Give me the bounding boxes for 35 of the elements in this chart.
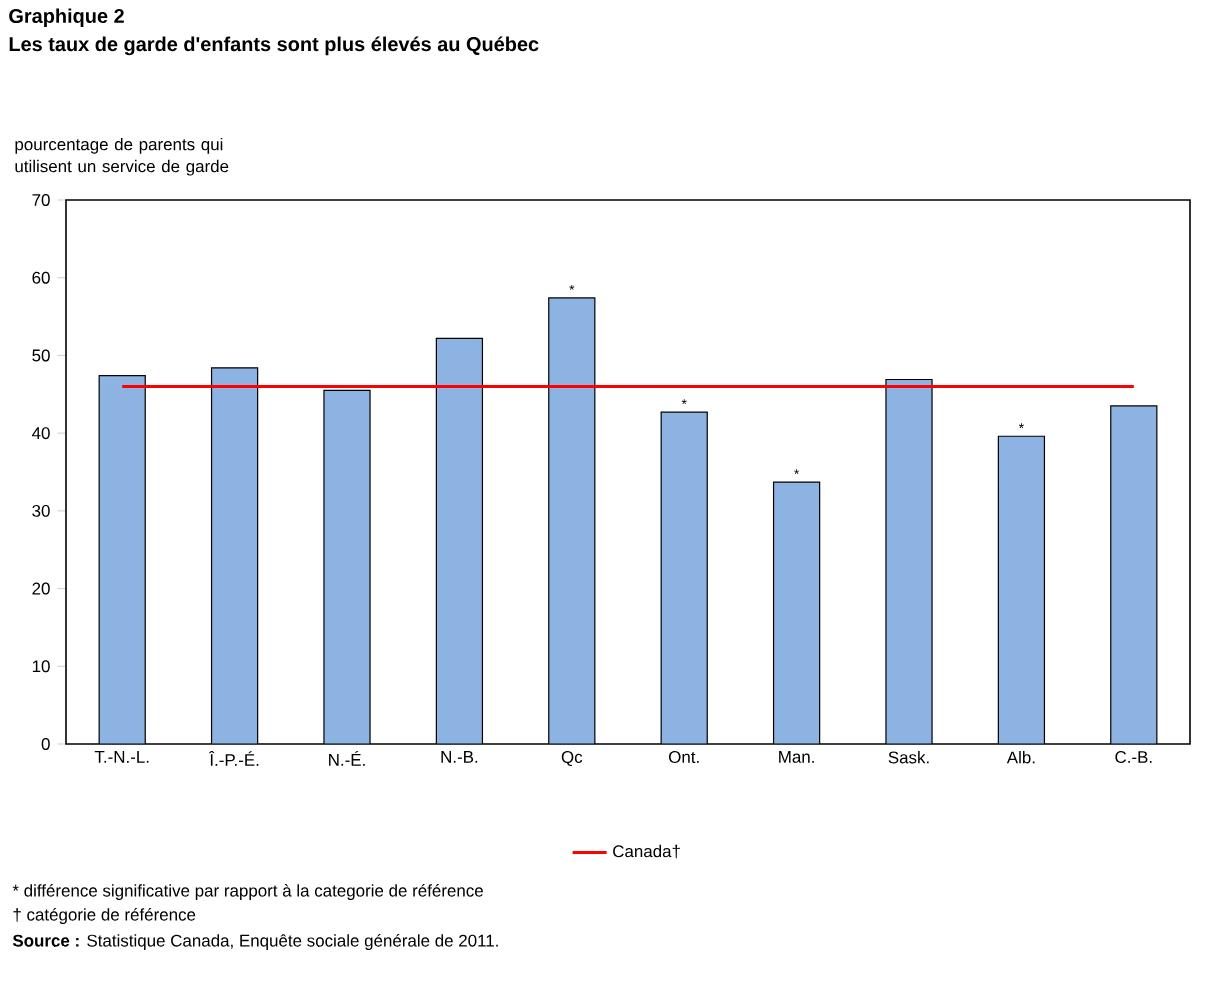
text: † catégorie de référence bbox=[13, 908, 196, 924]
y-tick-label: 0 bbox=[41, 738, 50, 750]
y-axis-title: pourcentage de parents qui utilisent un service de garde bbox=[15, 137, 229, 176]
x-tick-label: Alb. bbox=[1006, 751, 1035, 764]
text: Source : Statistique Canada, Enquête sociale générale de 2011. bbox=[12, 934, 498, 950]
bar bbox=[210, 367, 259, 744]
x-tick-label: Qc bbox=[561, 751, 583, 767]
text: * différence significative par rapport à la categorie de référence bbox=[12, 884, 483, 900]
y-tick-label: 10 bbox=[32, 660, 50, 673]
bar bbox=[98, 375, 146, 744]
y-tick-label: 40 bbox=[31, 427, 50, 440]
y-tick-label: 30 bbox=[32, 504, 50, 517]
chart-title: Graphique 2 bbox=[9, 8, 124, 27]
x-tick-label: N.-B. bbox=[441, 751, 478, 763]
y-tick-label: 70 bbox=[32, 194, 50, 206]
bar bbox=[1110, 405, 1158, 744]
x-tick-label: C.-B. bbox=[1115, 751, 1152, 764]
x-tick-label: T.-N.-L. bbox=[94, 751, 149, 763]
x-tick-label: Ont. bbox=[669, 751, 699, 764]
legend-label: Canada† bbox=[613, 844, 680, 859]
x-tick-label: N.-É. bbox=[329, 751, 365, 766]
bar bbox=[772, 481, 821, 744]
bar bbox=[885, 378, 933, 744]
bar bbox=[660, 411, 708, 744]
bar bbox=[997, 435, 1046, 744]
y-tick-label: 50 bbox=[32, 349, 50, 362]
x-tick-label: Sask. bbox=[888, 751, 929, 764]
bar bbox=[435, 337, 484, 744]
chart-subtitle: Les taux de garde d'enfants sont plus élevés au Québec bbox=[9, 36, 539, 56]
y-tick-label: 60 bbox=[32, 271, 50, 284]
y-tick-label: 20 bbox=[32, 582, 50, 595]
x-tick-label: Man. bbox=[779, 751, 814, 763]
bar bbox=[548, 297, 596, 744]
bar bbox=[323, 389, 371, 744]
x-tick-label: Î.-P.-É. bbox=[208, 751, 259, 766]
